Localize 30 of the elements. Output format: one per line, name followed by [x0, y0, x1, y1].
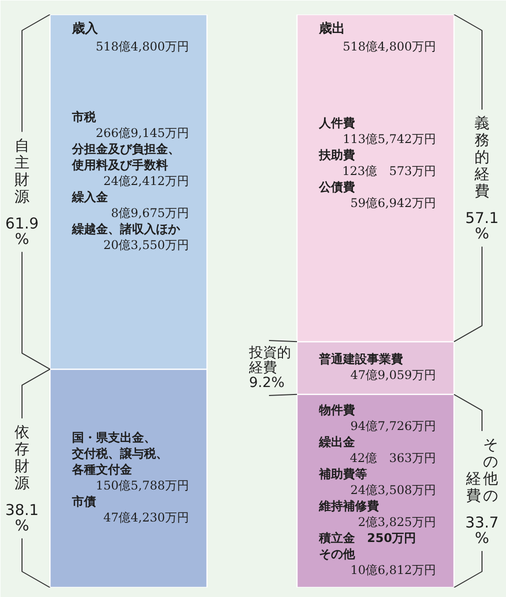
series-label: 自主財源	[14, 136, 30, 206]
annotation: 普通建設事業費 47億9,059万円	[318, 352, 436, 382]
annotation: 国・県支出金、交付税、譲与税、各種文付金 150億5,788万円	[71, 430, 190, 492]
data-label: 38.1 %	[5, 500, 39, 534]
annotation: 市税 266億9,145万円	[71, 110, 190, 140]
annotation: 分担金及び負担金、使用料及び手数料 24億2,412万円	[71, 142, 189, 188]
data-label: 57.1 %	[465, 209, 499, 243]
annotation: その他 10億6,812万円	[319, 546, 436, 577]
annotation: 市債 47億4,230万円	[71, 494, 189, 524]
series-label: 投資的経費	[248, 345, 291, 376]
x-tick-label: 歳入	[71, 20, 99, 36]
annotation: 扶助費 123億 573万円	[318, 148, 436, 178]
total-label: 518億4,800万円	[96, 40, 190, 54]
annotation: 維持補修費 2億3,825万円	[318, 498, 436, 529]
annotation: 公債費 59億6,942万円	[318, 180, 436, 210]
total-label: 518億4,800万円	[342, 40, 436, 54]
annotation: 繰出金 42億 363万円	[318, 434, 436, 465]
annotation: 繰越金、諸収入ほか 20億3,550万円	[71, 222, 189, 252]
series-label: 義務的経費	[474, 114, 490, 200]
data-label: 61.9 %	[5, 214, 39, 248]
annotation: 繰入金 8億9,675万円	[71, 190, 190, 220]
series-label: その他の経費	[465, 435, 498, 504]
series-label: 依存財源	[14, 422, 30, 492]
data-label: 33.7 %	[465, 513, 499, 547]
x-tick-label: 歳出	[318, 22, 345, 36]
annotation: 人件費 113億5,742万円	[318, 116, 436, 146]
data-label: 9.2%	[249, 375, 285, 392]
annotation: 物件費 94億7,726万円	[318, 402, 436, 433]
annotation: 積立金 250万円	[318, 530, 416, 545]
annotation: 補助費等 24億3,508万円	[318, 466, 436, 497]
